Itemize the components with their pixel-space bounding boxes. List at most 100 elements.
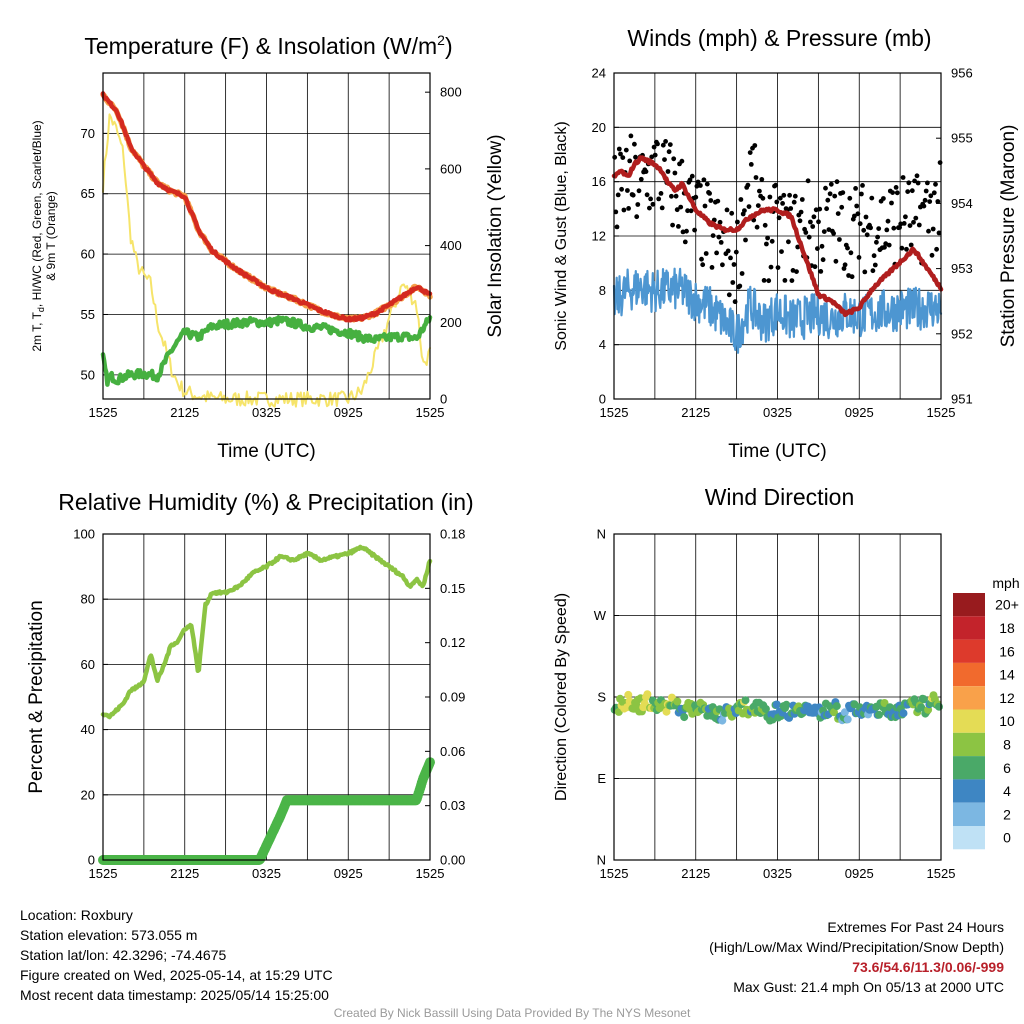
gust-point (724, 207, 730, 213)
gust-point (733, 249, 739, 255)
sonic-wind-line (612, 267, 943, 354)
legend-label: 0 (1003, 830, 1011, 846)
humidity-panel: 1525 2125 0325 0925 15250204060801000.000.03… (26, 489, 474, 881)
y-tick-label: 24 (592, 66, 606, 81)
wind-direction-point (643, 690, 652, 699)
y-tick-label: E (597, 771, 606, 786)
gust-point (901, 221, 907, 226)
gust-point (806, 234, 812, 240)
wind-direction-point (718, 716, 727, 725)
gust-point (810, 224, 816, 229)
gust-point (837, 237, 842, 242)
gust-point (698, 183, 703, 188)
gust-point (926, 228, 931, 234)
recent-data-text: Most recent data timestamp: 2025/05/14 1… (20, 987, 329, 1003)
gust-point (820, 257, 826, 263)
y-tick-label: 16 (592, 174, 606, 189)
wind-direction-point (832, 702, 841, 711)
winds-panel: 1525 2125 0325 0925 152504812162024951952953… (553, 25, 1019, 462)
gust-point (855, 211, 861, 217)
legend-label: 6 (1003, 760, 1011, 776)
gust-point (765, 235, 770, 241)
gust-point (614, 224, 620, 230)
gust-point (904, 246, 909, 252)
gust-point (803, 230, 809, 235)
gust-point (703, 251, 709, 256)
gust-point (842, 262, 848, 268)
wind-direction-point (624, 690, 633, 699)
gust-point (754, 224, 760, 230)
gust-point (743, 237, 748, 243)
plot-border (102, 72, 431, 400)
gust-point (679, 158, 685, 164)
gust-point (742, 208, 747, 214)
wind-direction-point (761, 705, 770, 713)
gust-point (928, 193, 934, 199)
gust-point (899, 245, 905, 251)
gust-point (909, 188, 915, 194)
x-tick-label: 0325 (252, 405, 281, 420)
legend-swatch (953, 802, 985, 826)
gust-point (889, 200, 894, 206)
gust-point (745, 182, 751, 188)
gust-point (876, 226, 882, 232)
y-tick-label: 65 (81, 186, 95, 201)
gust-point (787, 192, 792, 198)
y-tick-label: 20 (81, 787, 95, 802)
wind-direction-point (875, 710, 883, 719)
gust-point (824, 206, 829, 212)
gust-point (648, 196, 653, 202)
gust-point (818, 269, 824, 274)
y2-tick-label: 0.15 (440, 581, 465, 596)
gust-point (612, 154, 618, 160)
gust-point (759, 177, 765, 182)
gust-point (662, 157, 667, 163)
y-tick-label: 12 (592, 229, 606, 244)
legend-swatch (953, 709, 985, 733)
y2-tick-label: 800 (440, 85, 462, 100)
y2-tick-label: 953 (951, 261, 973, 276)
wind-direction-point (843, 715, 852, 724)
gust-point (929, 252, 935, 258)
wind-direction-point (680, 713, 689, 722)
gust-point (781, 192, 787, 198)
gust-point (616, 146, 622, 152)
gust-point (845, 245, 850, 251)
gust-point (935, 199, 941, 204)
gust-point (833, 258, 839, 264)
legend-swatch (953, 616, 985, 640)
y2-tick-label: 956 (951, 66, 973, 81)
legend-label: 12 (999, 690, 1015, 706)
gust-point (652, 152, 658, 158)
wind-direction-point (662, 707, 671, 716)
gust-point (882, 244, 887, 250)
gust-point (633, 154, 638, 160)
gust-point (682, 239, 688, 245)
plot-border (102, 533, 431, 861)
wind-direction-point (880, 699, 889, 707)
gust-point (615, 192, 621, 198)
y2-tick-label: 0.06 (440, 744, 465, 759)
gust-point (773, 182, 779, 188)
legend-label: 14 (999, 667, 1015, 683)
legend-label: 8 (1003, 736, 1011, 752)
y2-tick-label: 0.18 (440, 527, 465, 542)
wind-direction-point (935, 702, 943, 711)
y2-tick-label: 0.09 (440, 690, 465, 705)
gust-point (710, 233, 716, 239)
x-tick-label: 0325 (763, 405, 792, 420)
gust-point (673, 193, 679, 199)
gust-point (857, 221, 863, 227)
gust-point (761, 278, 767, 283)
gust-point (811, 214, 817, 220)
gust-point (912, 178, 917, 184)
gust-point (667, 142, 673, 148)
gust-point (695, 179, 701, 185)
gust-point (748, 162, 754, 167)
gust-point (795, 244, 801, 250)
x-tick-label: 1525 (927, 405, 956, 420)
gust-point (908, 242, 914, 248)
gust-point (832, 193, 838, 199)
x-axis-label: Time (UTC) (728, 441, 827, 462)
legend-title: mph (992, 575, 1019, 591)
